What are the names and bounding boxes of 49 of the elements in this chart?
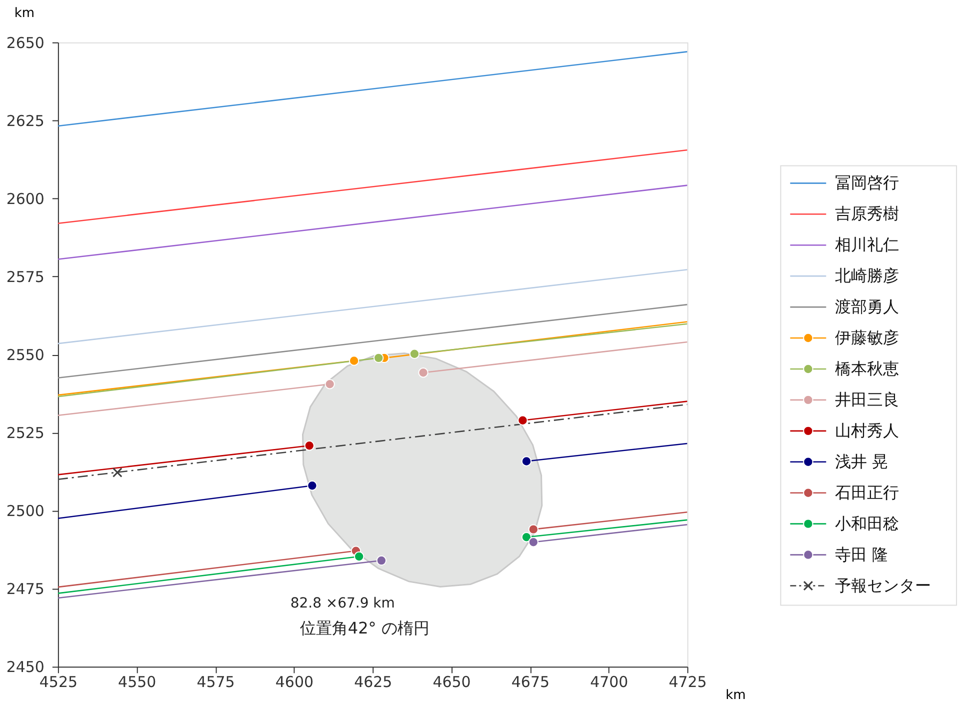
legend-label: 石田正行 bbox=[835, 482, 900, 502]
legend-label: 渡部勇人 bbox=[835, 297, 900, 316]
legend-label: 北崎勝彦 bbox=[835, 266, 900, 286]
point bbox=[348, 356, 360, 366]
legend-label: 相川礼仁 bbox=[835, 235, 900, 254]
y-tick-label: 2500 bbox=[6, 502, 44, 520]
annotation: 82.8 ×67.9 km bbox=[290, 596, 395, 612]
x-tick-label: 4675 bbox=[511, 673, 550, 692]
legend-label: 冨岡啓行 bbox=[835, 173, 900, 192]
y-tick-label: 2575 bbox=[6, 268, 44, 286]
legend-label: 伊藤敏彦 bbox=[835, 328, 900, 348]
x-tick-label: 4700 bbox=[590, 673, 628, 692]
x-axis-title: km bbox=[726, 688, 746, 704]
y-tick-label: 2650 bbox=[6, 34, 44, 52]
legend-label: 予報センター bbox=[835, 576, 932, 595]
legend-label: 吉原秀樹 bbox=[835, 204, 900, 224]
point bbox=[521, 532, 532, 542]
point bbox=[418, 368, 428, 378]
point bbox=[528, 524, 539, 534]
x-tick-label: 4625 bbox=[354, 673, 392, 692]
point bbox=[304, 440, 314, 451]
point bbox=[354, 551, 364, 562]
point bbox=[324, 379, 335, 390]
legend-label: 井田三良 bbox=[835, 390, 900, 409]
x-tick-label: 4600 bbox=[275, 673, 314, 692]
point bbox=[521, 456, 532, 466]
x-tick-label: 4575 bbox=[196, 673, 235, 692]
y-tick-label: 2625 bbox=[6, 112, 44, 130]
point bbox=[373, 352, 384, 364]
x-tick-label: 4725 bbox=[668, 673, 707, 692]
point bbox=[528, 537, 539, 548]
point bbox=[376, 555, 387, 566]
x-tick-label: 4550 bbox=[118, 673, 156, 692]
legend-label: 山村秀人 bbox=[835, 420, 900, 440]
y-tick-label: 2600 bbox=[6, 190, 44, 208]
legend-label: 小和田稔 bbox=[835, 514, 900, 533]
y-axis-title: km bbox=[14, 6, 35, 21]
y-tick-label: 2475 bbox=[6, 580, 44, 598]
legend-label: 浅井 晃 bbox=[835, 452, 888, 471]
annotation: 位置角42° の楕円 bbox=[300, 618, 430, 638]
legend-label: 寺田 隆 bbox=[835, 544, 888, 564]
point bbox=[307, 480, 318, 491]
x-tick-label: 4650 bbox=[432, 673, 471, 692]
y-tick-label: 2525 bbox=[6, 424, 44, 442]
point bbox=[409, 348, 420, 359]
legend-label: 橋本秋恵 bbox=[835, 358, 900, 378]
y-tick-label: 2550 bbox=[6, 346, 44, 364]
point bbox=[112, 468, 122, 478]
point bbox=[518, 415, 528, 426]
